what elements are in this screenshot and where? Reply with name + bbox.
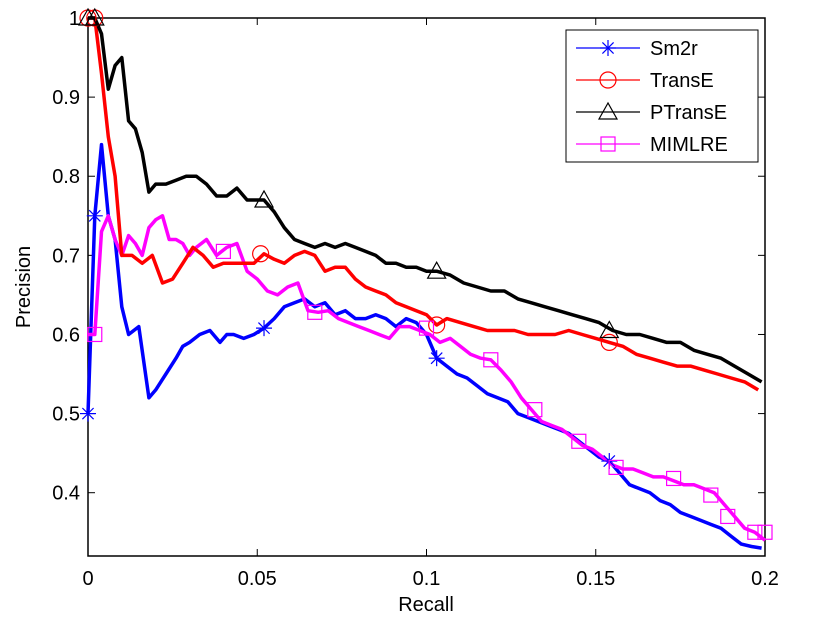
legend-marker-mimlre [600,136,616,152]
legend-item-ptranse: PTransE [576,101,727,124]
marker-transe [428,316,446,334]
series-layer [86,16,767,550]
legend-label-ptranse: PTransE [650,102,727,124]
y-tick-label: 0.8 [52,166,80,188]
marker-sm2r [428,350,445,367]
y-tick-label: 1 [69,8,80,30]
y-tick-label: 0.6 [52,324,80,346]
legend-item-mimlre: MIMLRE [576,134,728,156]
marker-sm2r [80,405,96,422]
marker-mimlre [87,326,103,343]
x-axis-ticks: 0 0.05 0.1 0.15 0.2 [82,18,779,590]
marker-mimlre [666,470,682,487]
legend-label-mimlre: MIMLRE [650,134,728,156]
legend-label-transe: TransE [650,70,714,92]
marker-ptranse [599,320,620,339]
legend-box [565,29,759,163]
marker-mimlre [571,433,587,449]
marker-mimlre [703,487,719,503]
marker-sm2r [256,320,273,337]
marker-mimlre [215,243,231,259]
x-tick-label: 0.1 [413,568,441,590]
marker-mimlre [747,524,763,540]
x-tick-label: 0.15 [576,568,615,590]
marker-ptranse [84,7,105,26]
marker-layer [77,7,773,540]
marker-mimlre [608,459,624,475]
series-line-mimlre [88,214,767,542]
legend: Sm2r TransE PTransE MIMLRE [565,29,759,163]
legend-label-sm2r: Sm2r [650,38,698,60]
marker-transe [600,333,618,351]
x-tick-label: 0 [82,568,93,590]
y-tick-label: 0.7 [52,245,80,267]
marker-ptranse [426,260,447,279]
marker-mimlre [527,402,543,418]
series-line-ptranse [88,16,763,384]
y-tick-label: 0.4 [52,483,80,505]
x-tick-label: 0.05 [238,568,277,590]
x-axis-label: Recall [398,594,454,616]
marker-transe [252,245,270,263]
marker-mimlre [307,304,323,320]
y-tick-label: 0.9 [52,87,80,109]
marker-mimlre [418,320,435,336]
legend-marker-ptranse [597,101,619,120]
legend-marker-sm2r [600,40,616,56]
marker-mimlre [483,352,499,368]
legend-item-transe: TransE [576,70,714,92]
marker-mimlre [720,508,736,525]
y-axis-ticks: 0.4 0.5 0.6 0.7 0.8 0.9 1 [52,8,765,505]
legend-marker-transe [599,71,617,89]
marker-ptranse [253,189,275,208]
series-line-sm2r [86,142,762,550]
x-tick-label: 0.2 [751,568,779,590]
y-tick-label: 0.5 [52,404,80,426]
y-axis-label: Precision [13,246,35,328]
marker-sm2r [86,207,103,224]
legend-items: Sm2r TransE PTransE MIMLRE [576,38,728,156]
marker-mimlre [757,524,773,540]
legend-item-sm2r: Sm2r [576,38,698,60]
series-line-transe [88,16,760,392]
